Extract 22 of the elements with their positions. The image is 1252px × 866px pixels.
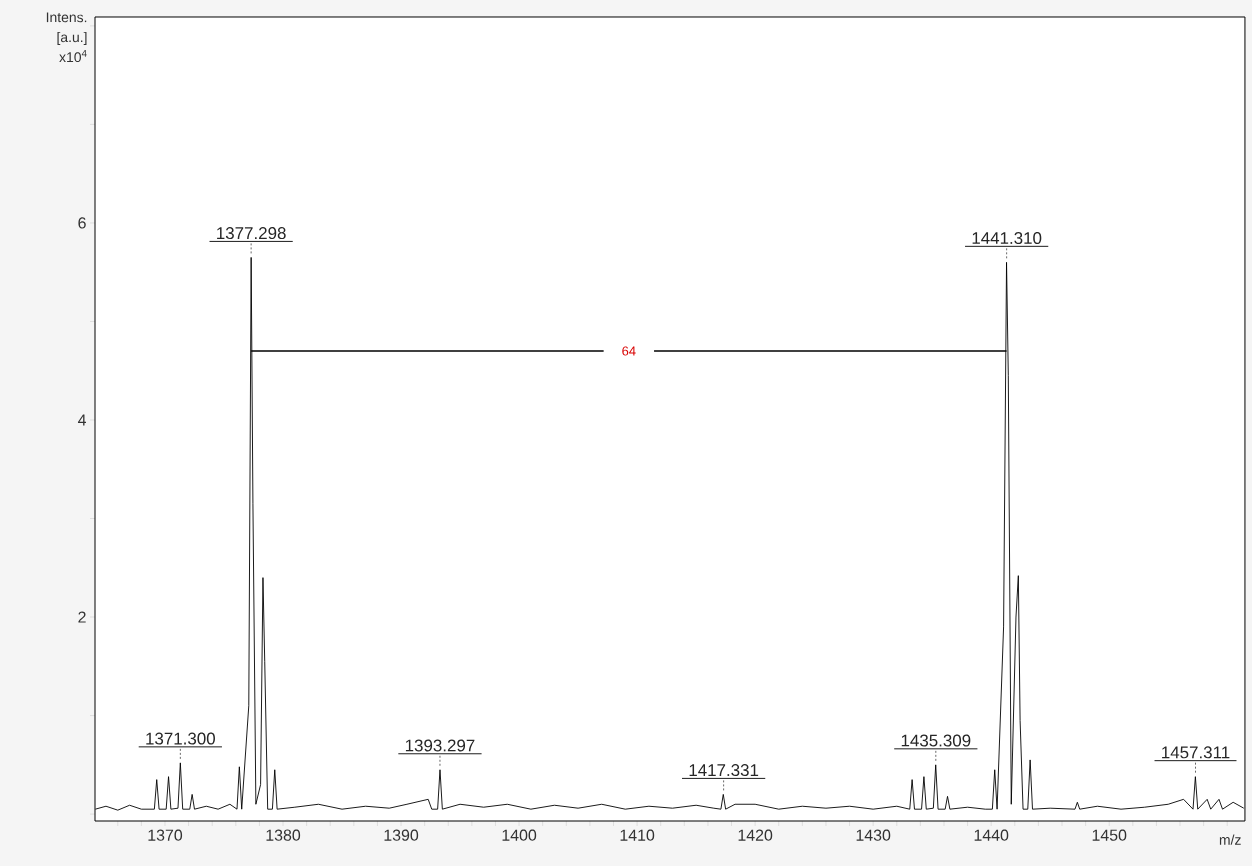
annotation: 1377.298 — [217, 227, 286, 240]
x-axis-title: m/z — [1219, 834, 1241, 845]
x-tick-label: 1420 — [738, 829, 773, 841]
x-tick-label: 1370 — [148, 829, 183, 841]
annotation: 64 — [622, 346, 636, 356]
y-tick-label: 4 — [77, 414, 86, 426]
annotation: 1371.300 — [146, 732, 215, 745]
x-tick-label: 1390 — [384, 829, 419, 841]
x-tick-label: 1380 — [266, 829, 301, 841]
y-tick-label: 6 — [78, 217, 86, 229]
annotation: 1457.311 — [1162, 746, 1230, 759]
annotation: 1417.331 — [689, 764, 759, 777]
annotation: 1393.297 — [405, 739, 475, 752]
x-tick-label: 1430 — [856, 829, 891, 841]
y-axis-title: Intens. [a.u.] x10$^{4}$ — [46, 12, 87, 63]
x-tick-label: 1450 — [1092, 829, 1127, 841]
x-tick-label: 1440 — [974, 829, 1009, 841]
annotation: 1435.309 — [901, 734, 971, 747]
x-tick-label: 1410 — [620, 829, 655, 841]
x-tick-label: 1400 — [502, 829, 537, 841]
annotation: 1441.310 — [972, 232, 1042, 245]
y-tick-label: 2 — [78, 611, 86, 623]
